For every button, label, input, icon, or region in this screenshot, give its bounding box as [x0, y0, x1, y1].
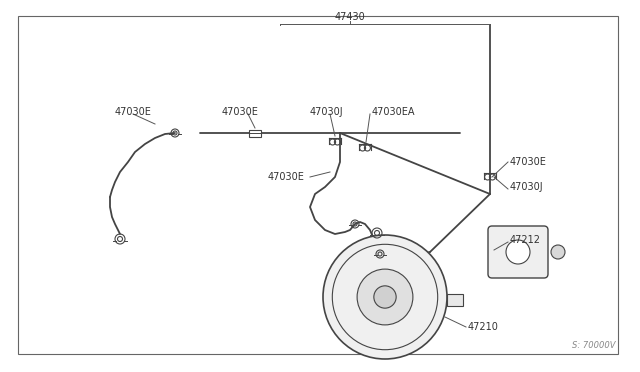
Text: 47030J: 47030J [510, 182, 543, 192]
Text: 47210: 47210 [468, 322, 499, 332]
Text: 47212: 47212 [510, 235, 541, 245]
Text: 47030E: 47030E [510, 157, 547, 167]
Circle shape [323, 235, 447, 359]
Bar [249, 129, 261, 137]
Text: S: 70000V: S: 70000V [573, 341, 616, 350]
Text: 47030J: 47030J [310, 107, 344, 117]
Text: 47430: 47430 [335, 12, 365, 22]
Circle shape [506, 240, 530, 264]
Text: 47030E: 47030E [268, 172, 305, 182]
Circle shape [551, 245, 565, 259]
Text: 47030E: 47030E [115, 107, 152, 117]
Circle shape [374, 286, 396, 308]
Text: 47030E: 47030E [222, 107, 259, 117]
Circle shape [357, 269, 413, 325]
Text: 47030EA: 47030EA [372, 107, 415, 117]
Bar [447, 294, 463, 306]
FancyBboxPatch shape [488, 226, 548, 278]
